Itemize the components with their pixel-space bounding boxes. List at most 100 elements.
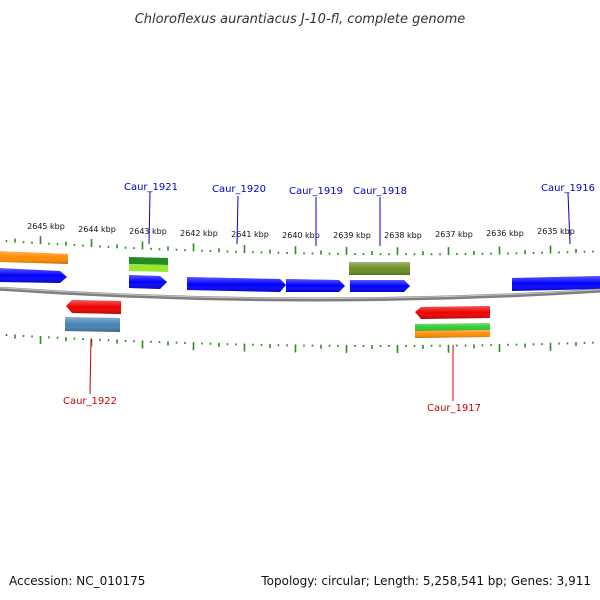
gene-label-caur-1917[interactable]: Caur_1917	[427, 403, 481, 414]
leader-caur-1922	[89, 338, 92, 395]
ruler-minor-tick	[167, 246, 169, 251]
ruler-minor-tick	[65, 241, 67, 246]
ruler-minor-tick	[48, 242, 50, 245]
scale-label-2639: 2639 kbp	[333, 231, 371, 240]
leader-caur-1920	[236, 195, 239, 245]
gene-label-caur-1920[interactable]: Caur_1920	[212, 184, 266, 195]
ruler-minor-tick	[5, 240, 8, 243]
accession-label: Accession: NC_010175	[9, 574, 146, 588]
reverse-ruler	[5, 334, 594, 353]
ruler-minor-tick	[439, 253, 441, 256]
gene-arrow-shade	[415, 306, 490, 319]
ruler-minor-tick	[320, 250, 322, 255]
ruler-minor-tick	[362, 345, 365, 347]
ruler-minor-tick	[583, 250, 586, 253]
ruler-minor-tick	[575, 342, 577, 347]
ruler-minor-tick	[235, 343, 237, 346]
ruler-minor-tick	[201, 342, 203, 345]
gene-arrow-shade	[350, 280, 410, 292]
ruler-minor-tick	[65, 337, 67, 342]
steelblue-feature-shade	[65, 317, 120, 332]
scale-label-2644: 2644 kbp	[78, 225, 116, 234]
ruler-minor-tick	[73, 244, 76, 247]
ruler-minor-tick	[464, 344, 467, 347]
scale-label-2643: 2643 kbp	[129, 227, 167, 236]
ruler-minor-tick	[133, 340, 135, 343]
genome-backbone	[0, 286, 600, 302]
ruler-minor-tick	[218, 342, 220, 347]
scale-label-2641: 2641 kbp	[231, 230, 269, 239]
ruler-major-tick	[192, 243, 195, 252]
ruler-minor-tick	[124, 246, 127, 249]
ruler-major-tick	[447, 247, 450, 256]
leader-caur-1921	[148, 191, 151, 245]
ruler-minor-tick	[31, 241, 33, 244]
ruler-minor-tick	[320, 344, 322, 349]
leader-caur-1916	[567, 192, 571, 245]
ruler-minor-tick	[328, 344, 331, 347]
ruler-minor-tick	[515, 343, 518, 346]
gene-label-caur-1922[interactable]: Caur_1922	[63, 396, 117, 407]
ruler-major-tick	[39, 236, 42, 245]
ruler-major-tick	[345, 246, 348, 255]
ruler-major-tick	[498, 344, 501, 352]
ruler-minor-tick	[558, 251, 560, 254]
ruler-minor-tick	[116, 339, 118, 344]
ruler-minor-tick	[464, 253, 467, 255]
scale-label-2637: 2637 kbp	[435, 230, 473, 239]
ruler-minor-tick	[490, 344, 492, 347]
ruler-minor-tick	[14, 334, 16, 339]
ruler-minor-tick	[252, 343, 254, 346]
ruler-minor-tick	[490, 252, 492, 255]
ruler-minor-tick	[167, 341, 169, 346]
ruler-minor-tick	[209, 342, 212, 345]
ruler-minor-tick	[515, 252, 518, 255]
ruler-minor-tick	[422, 344, 424, 349]
scale-labels: 2645 kbp 2644 kbp 2643 kbp 2642 kbp 2641…	[27, 222, 575, 240]
gene-label-caur-1921[interactable]: Caur_1921	[124, 182, 178, 193]
ruler-minor-tick	[388, 253, 390, 256]
ruler-minor-tick	[311, 252, 314, 255]
gene-label-caur-1916[interactable]: Caur_1916	[541, 183, 595, 194]
gene-arrow-shade	[286, 279, 345, 292]
ruler-minor-tick	[405, 253, 407, 256]
ruler-minor-tick	[260, 251, 263, 254]
ruler-major-tick	[141, 340, 144, 349]
feature-dark-green[interactable]	[129, 257, 168, 265]
ruler-minor-tick	[541, 343, 543, 346]
ruler-minor-tick	[150, 340, 152, 343]
gene-arrow-shade	[129, 275, 167, 289]
ruler-major-tick	[243, 343, 246, 352]
reverse-gene-labels: Caur_1922 Caur_1917	[63, 338, 481, 414]
gene-label-caur-1918[interactable]: Caur_1918	[353, 186, 407, 197]
ruler-minor-tick	[303, 252, 305, 255]
ruler-minor-tick	[558, 342, 560, 345]
ruler-minor-tick	[56, 243, 59, 246]
ruler-minor-tick	[277, 344, 280, 347]
olive-feature-shade	[349, 262, 410, 275]
ruler-minor-tick	[303, 344, 305, 347]
map-title: Chloroflexus aurantiacus J-10-fl, comple…	[135, 12, 466, 27]
scale-label-2636: 2636 kbp	[486, 229, 524, 238]
gene-label-caur-1919[interactable]: Caur_1919	[289, 186, 343, 197]
ruler-minor-tick	[566, 251, 569, 254]
ruler-minor-tick	[422, 251, 424, 256]
gene-arrow-shade	[66, 300, 121, 314]
ruler-minor-tick	[277, 251, 280, 254]
ruler-minor-tick	[107, 339, 110, 342]
ruler-minor-tick	[524, 250, 526, 255]
ruler-major-tick	[549, 245, 552, 254]
ruler-minor-tick	[354, 253, 356, 255]
ruler-major-tick	[90, 239, 93, 247]
ruler-minor-tick	[82, 338, 84, 340]
ruler-minor-tick	[507, 343, 509, 346]
ruler-minor-tick	[388, 345, 390, 347]
feature-light-green[interactable]	[129, 264, 168, 272]
ruler-minor-tick	[286, 252, 288, 254]
ruler-minor-tick	[413, 253, 416, 256]
ruler-minor-tick	[507, 252, 509, 255]
ruler-minor-tick	[439, 344, 441, 347]
ruler-minor-tick	[362, 253, 365, 256]
ruler-minor-tick	[566, 342, 569, 345]
ruler-minor-tick	[592, 341, 594, 344]
